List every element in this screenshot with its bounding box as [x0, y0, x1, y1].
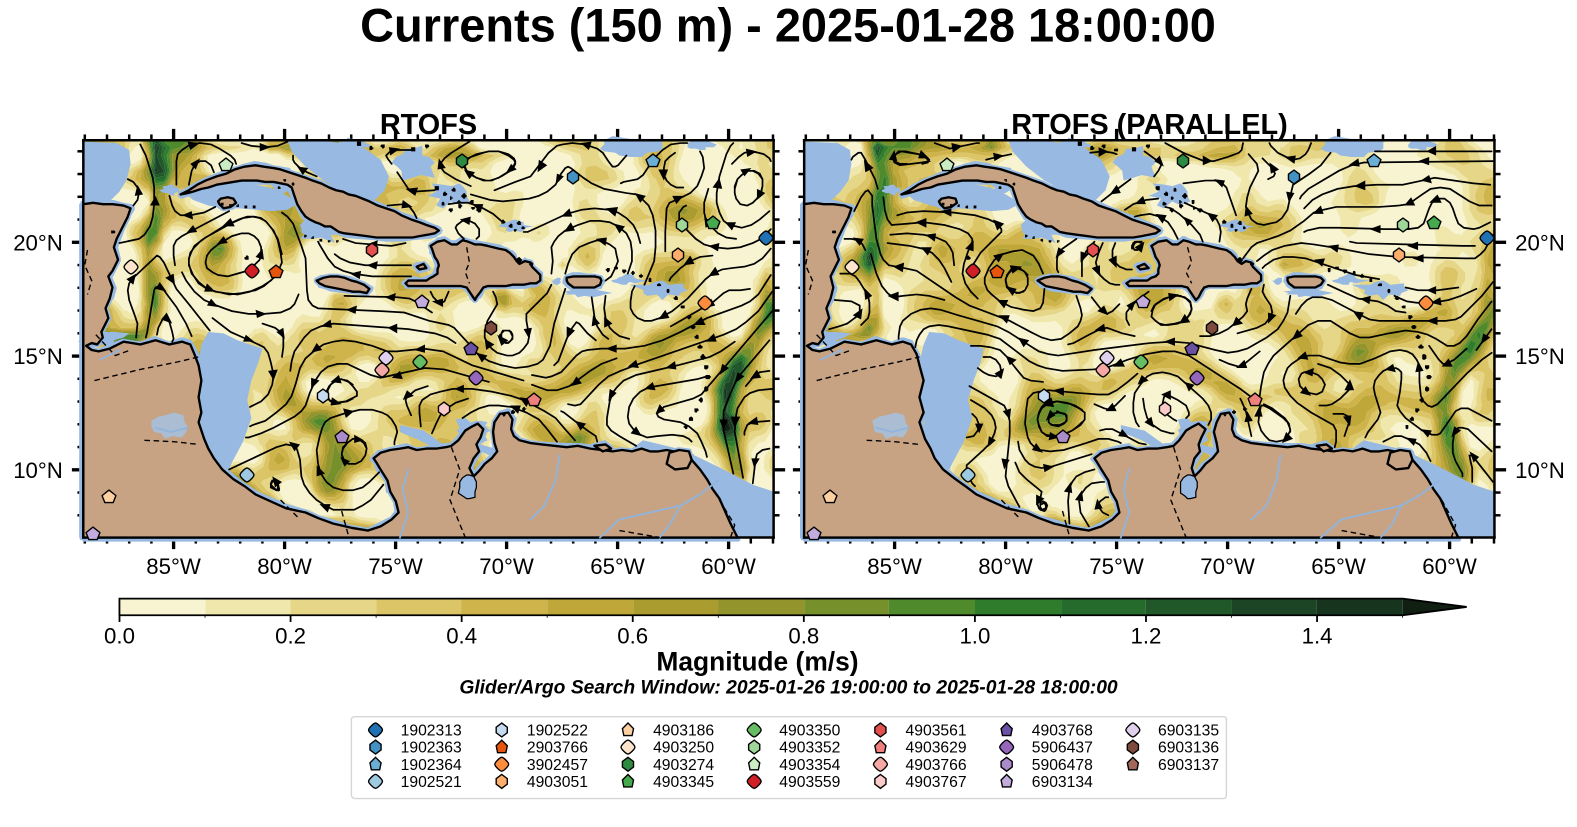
svg-text:75°W: 75°W — [1089, 554, 1144, 579]
svg-text:6903135: 6903135 — [1158, 722, 1219, 739]
svg-text:1.2: 1.2 — [1131, 624, 1162, 649]
svg-text:0.4: 0.4 — [446, 624, 477, 649]
svg-text:4903051: 4903051 — [527, 774, 588, 791]
svg-text:5906437: 5906437 — [1032, 740, 1093, 757]
svg-text:4903352: 4903352 — [779, 740, 840, 757]
svg-text:70°W: 70°W — [1200, 554, 1255, 579]
svg-text:4903186: 4903186 — [653, 722, 714, 739]
svg-text:1902521: 1902521 — [401, 774, 462, 791]
svg-text:75°W: 75°W — [368, 554, 423, 579]
svg-text:15°N: 15°N — [1515, 344, 1565, 369]
svg-text:70°W: 70°W — [479, 554, 534, 579]
svg-text:1.0: 1.0 — [959, 624, 990, 649]
svg-text:20°N: 20°N — [13, 230, 63, 255]
svg-text:10°N: 10°N — [1515, 458, 1565, 483]
svg-text:6903134: 6903134 — [1032, 774, 1093, 791]
svg-text:5906478: 5906478 — [1032, 757, 1093, 774]
svg-text:1902364: 1902364 — [401, 757, 462, 774]
svg-text:4903250: 4903250 — [653, 740, 714, 757]
svg-text:4903766: 4903766 — [906, 757, 967, 774]
svg-text:65°W: 65°W — [1311, 554, 1366, 579]
svg-text:0.8: 0.8 — [788, 624, 819, 649]
svg-text:Magnitude (m/s): Magnitude (m/s) — [656, 647, 858, 677]
svg-text:RTOFS (PARALLEL): RTOFS (PARALLEL) — [1011, 109, 1287, 141]
svg-text:4903629: 4903629 — [906, 740, 967, 757]
svg-text:4903350: 4903350 — [779, 722, 840, 739]
svg-text:Glider/Argo Search Window: 202: Glider/Argo Search Window: 2025-01-26 19… — [459, 677, 1118, 698]
svg-text:4903559: 4903559 — [779, 774, 840, 791]
svg-text:1902522: 1902522 — [527, 722, 588, 739]
svg-text:15°N: 15°N — [13, 344, 63, 369]
svg-text:85°W: 85°W — [146, 554, 201, 579]
svg-text:80°W: 80°W — [978, 554, 1033, 579]
svg-text:1.4: 1.4 — [1302, 624, 1333, 649]
svg-text:4903345: 4903345 — [653, 774, 714, 791]
svg-text:65°W: 65°W — [590, 554, 645, 579]
svg-text:6903137: 6903137 — [1158, 757, 1219, 774]
svg-text:4903274: 4903274 — [653, 757, 714, 774]
svg-text:80°W: 80°W — [257, 554, 312, 579]
svg-text:0.6: 0.6 — [617, 624, 648, 649]
svg-text:60°W: 60°W — [1422, 554, 1477, 579]
svg-text:Currents (150 m) - 2025-01-28: Currents (150 m) - 2025-01-28 18:00:00 — [360, 0, 1216, 52]
svg-text:20°N: 20°N — [1515, 230, 1565, 255]
svg-text:60°W: 60°W — [701, 554, 756, 579]
svg-text:85°W: 85°W — [867, 554, 922, 579]
svg-text:RTOFS: RTOFS — [380, 109, 477, 141]
svg-text:10°N: 10°N — [13, 458, 63, 483]
svg-text:1902313: 1902313 — [401, 722, 462, 739]
svg-text:2903766: 2903766 — [527, 740, 588, 757]
svg-text:0.0: 0.0 — [104, 624, 135, 649]
svg-text:4903561: 4903561 — [906, 722, 967, 739]
svg-text:0.2: 0.2 — [275, 624, 306, 649]
svg-text:4903768: 4903768 — [1032, 722, 1093, 739]
svg-text:4903354: 4903354 — [779, 757, 840, 774]
svg-text:1902363: 1902363 — [401, 740, 462, 757]
svg-text:3902457: 3902457 — [527, 757, 588, 774]
svg-text:4903767: 4903767 — [906, 774, 967, 791]
svg-text:6903136: 6903136 — [1158, 740, 1219, 757]
